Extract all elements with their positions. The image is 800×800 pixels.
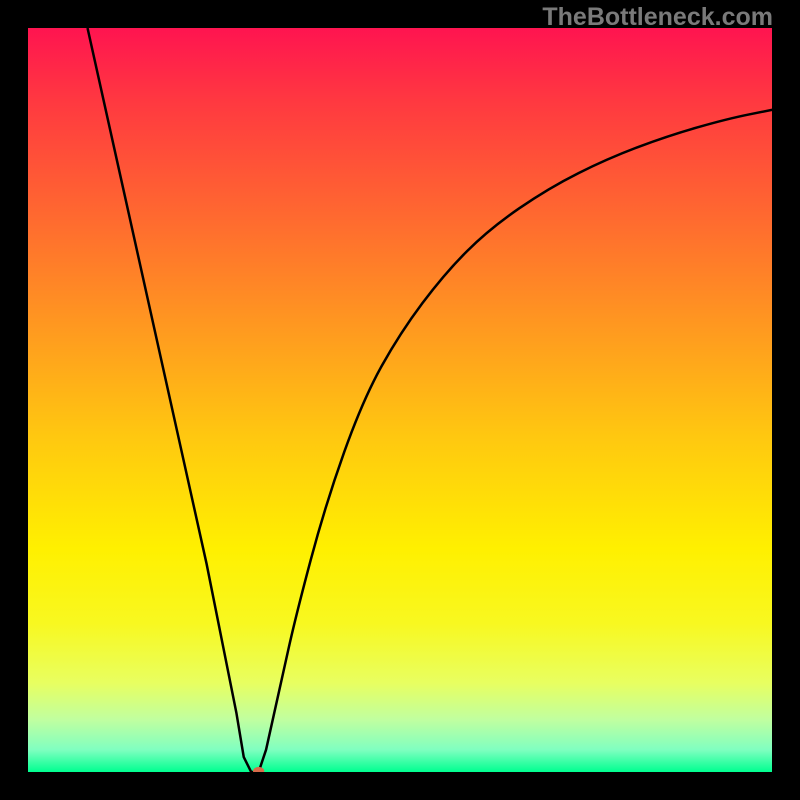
watermark-text: TheBottleneck.com	[542, 3, 773, 32]
chart-container: TheBottleneck.com	[0, 0, 800, 800]
plot-area	[28, 28, 772, 772]
